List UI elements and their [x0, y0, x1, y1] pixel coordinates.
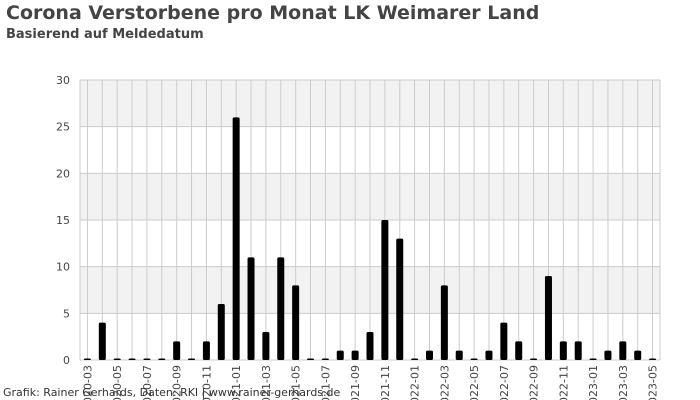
- chart-subtitle: Basierend auf Meldedatum: [6, 27, 204, 42]
- bar: [113, 358, 121, 360]
- bar: [500, 322, 508, 360]
- bar: [559, 341, 567, 360]
- chart-title: Corona Verstorbene pro Monat LK Weimarer…: [6, 2, 540, 24]
- y-tick-label: 10: [56, 261, 70, 274]
- bar: [188, 358, 196, 360]
- x-tick-label: 2021-11: [379, 365, 392, 400]
- x-tick-label: 2022-03: [438, 365, 451, 400]
- bar: [649, 358, 657, 360]
- bar: [307, 358, 315, 360]
- bar: [440, 285, 448, 360]
- x-tick-label: 2020-07: [141, 365, 154, 400]
- y-tick-label: 25: [56, 121, 70, 134]
- bars: [83, 117, 657, 360]
- bar: [411, 358, 419, 360]
- bar: [425, 350, 433, 360]
- bar: [604, 350, 612, 360]
- source-credit: Grafik: Rainer Gerhards, Daten: RKI | ww…: [3, 386, 341, 399]
- bar: [544, 276, 552, 360]
- bar: [247, 257, 255, 360]
- bar: [128, 358, 136, 360]
- x-tick-label: 2021-05: [290, 365, 303, 400]
- bar: [143, 358, 151, 360]
- bar: [470, 358, 478, 360]
- bar: [277, 257, 285, 360]
- x-tick-label: 2020-11: [200, 365, 213, 400]
- y-tick-label: 0: [63, 354, 70, 367]
- y-axis: 0 5 10 15 20 25 30: [56, 74, 70, 367]
- bar: [292, 285, 300, 360]
- bar: [589, 358, 597, 360]
- x-axis: 2020-03 2020-05 2020-07 2020-09 2020-11 2021-…: [81, 365, 659, 400]
- y-tick-label: 5: [63, 307, 70, 320]
- bar: [202, 341, 210, 360]
- x-tick-label: 2022-07: [498, 365, 511, 400]
- bar: [619, 341, 627, 360]
- bar: [83, 358, 91, 360]
- bar: [515, 341, 523, 360]
- x-tick-label: 2022-01: [409, 365, 422, 400]
- bar: [321, 358, 329, 360]
- x-tick-label: 2021-01: [230, 365, 243, 400]
- bar: [574, 341, 582, 360]
- bar: [262, 332, 270, 360]
- y-tick-label: 20: [56, 167, 70, 180]
- x-tick-label: 2021-09: [349, 365, 362, 400]
- bar: [396, 238, 404, 360]
- bar: [336, 350, 344, 360]
- bar: [217, 304, 225, 360]
- y-tick-label: 15: [56, 214, 70, 227]
- x-tick-label: 2021-07: [319, 365, 332, 400]
- bar: [232, 117, 240, 360]
- bar: [485, 350, 493, 360]
- x-tick-label: 2020-03: [81, 365, 94, 400]
- x-tick-label: 2023-05: [647, 365, 660, 400]
- x-tick-label: 2020-05: [111, 365, 124, 400]
- x-tick-label: 2022-05: [468, 365, 481, 400]
- y-tick-label: 30: [56, 74, 70, 87]
- x-tick-label: 2020-09: [171, 365, 184, 400]
- x-tick-label: 2023-01: [587, 365, 600, 400]
- bar: [381, 220, 389, 360]
- bar: [634, 350, 642, 360]
- x-tick-label: 2022-09: [528, 365, 541, 400]
- x-tick-label: 2023-03: [617, 365, 630, 400]
- bar: [158, 358, 166, 360]
- x-tick-label: 2021-03: [260, 365, 273, 400]
- bar: [98, 322, 106, 360]
- bar: [455, 350, 463, 360]
- x-tick-label: 2022-11: [557, 365, 570, 400]
- bar: [366, 332, 374, 360]
- bar: [173, 341, 181, 360]
- bar: [530, 358, 538, 360]
- bar: [351, 350, 359, 360]
